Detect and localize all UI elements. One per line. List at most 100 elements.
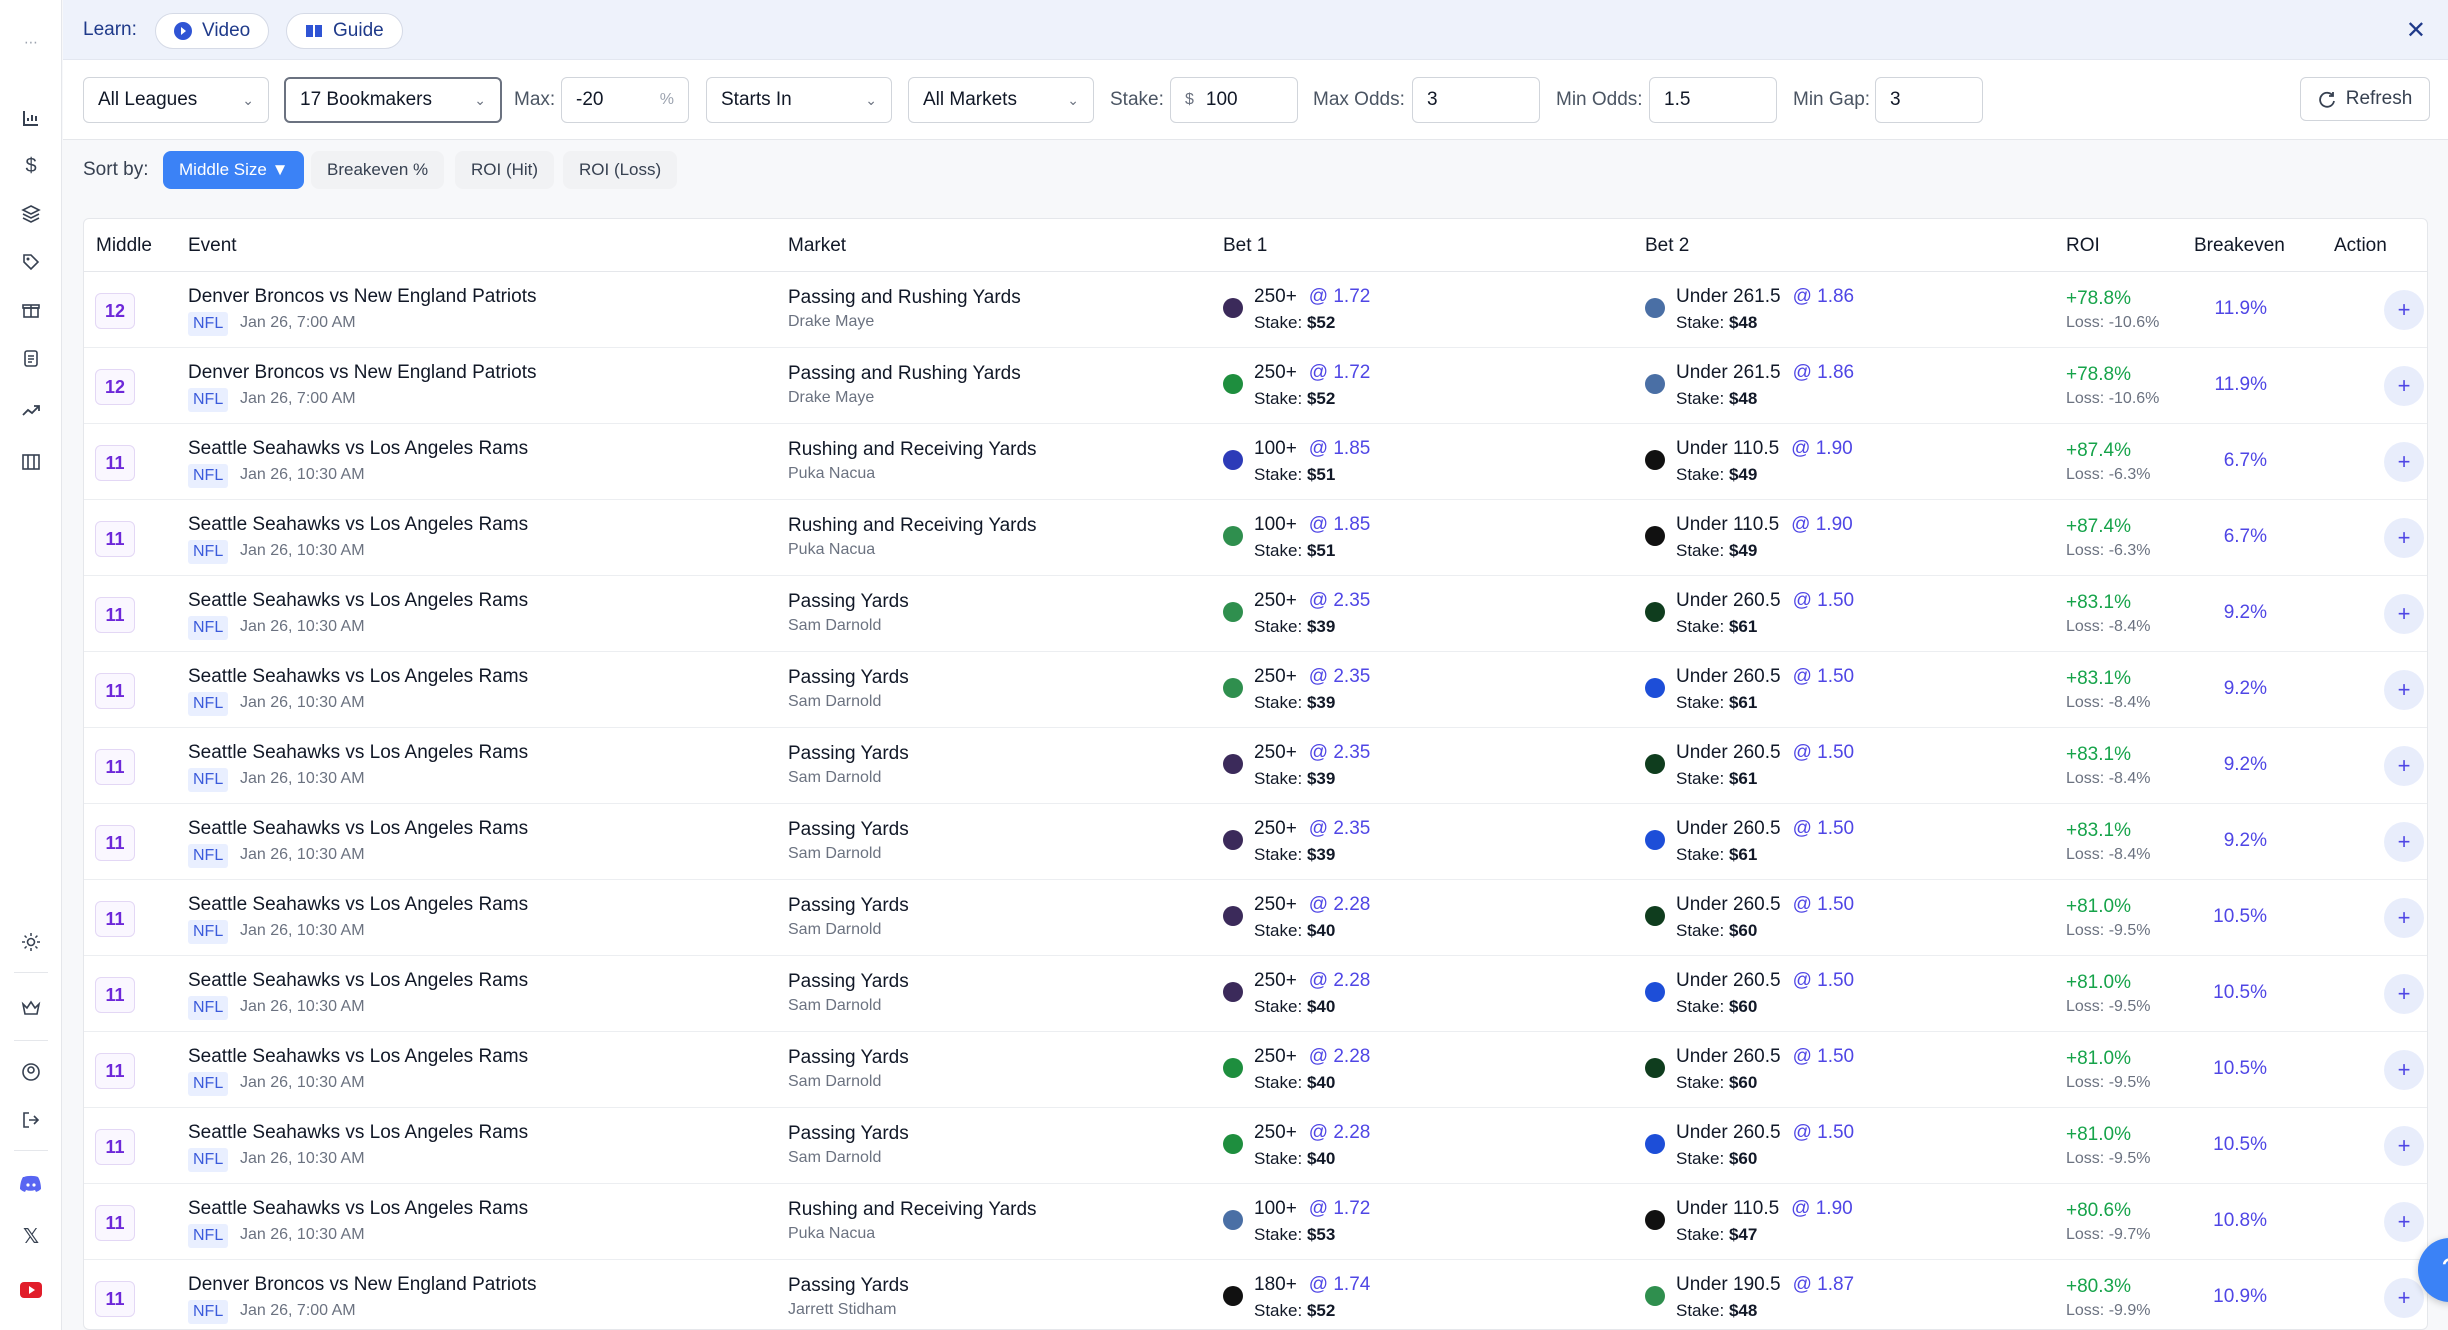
- bet1-odds[interactable]: @ 2.28: [1308, 970, 1371, 991]
- discord-icon[interactable]: [17, 1170, 45, 1198]
- bet2-odds[interactable]: @ 1.50: [1792, 742, 1855, 763]
- add-bet-button[interactable]: +: [2384, 518, 2424, 558]
- chart-bar-icon[interactable]: [17, 104, 45, 132]
- add-bet-button[interactable]: +: [2384, 898, 2424, 938]
- bet1-odds[interactable]: @ 1.85: [1308, 438, 1371, 459]
- stake-input[interactable]: $100: [1170, 77, 1298, 123]
- crown-icon[interactable]: [17, 994, 45, 1022]
- bet1-stake: Stake: $52: [1254, 1301, 1335, 1321]
- event-date: Jan 26, 10:30 AM: [240, 1226, 365, 1243]
- add-bet-button[interactable]: +: [2384, 442, 2424, 482]
- refresh-button[interactable]: Refresh: [2300, 77, 2430, 121]
- bet1-odds[interactable]: @ 1.85: [1308, 514, 1371, 535]
- bet2-odds[interactable]: @ 1.87: [1792, 1274, 1855, 1295]
- max-percent-input[interactable]: -20%: [561, 77, 689, 123]
- bet2-odds[interactable]: @ 1.90: [1791, 438, 1853, 459]
- add-bet-button[interactable]: +: [2384, 974, 2424, 1014]
- roi-value: +80.3%: [2066, 1276, 2131, 1297]
- bookmaker-logo-icon: [1223, 754, 1243, 774]
- bet2-odds[interactable]: @ 1.50: [1792, 818, 1855, 839]
- bookmaker-logo-icon: [1645, 298, 1665, 318]
- sort-middle-size[interactable]: Middle Size ▼: [163, 151, 305, 189]
- bet1-line: 250+ @ 2.35: [1254, 742, 1370, 764]
- bookmaker-logo-icon: [1645, 450, 1665, 470]
- bet2-line-value: Under 260.5: [1676, 666, 1781, 687]
- bet1-odds[interactable]: @ 1.72: [1308, 362, 1371, 383]
- bet1-odds[interactable]: @ 2.28: [1308, 1046, 1371, 1067]
- bet2-odds[interactable]: @ 1.50: [1792, 970, 1855, 991]
- bet2-stake: Stake: $49: [1676, 465, 1757, 485]
- bet1-stake-value: $51: [1306, 541, 1336, 560]
- add-bet-button[interactable]: +: [2384, 1278, 2424, 1318]
- sort-roi-hit[interactable]: ROI (Hit): [455, 151, 555, 189]
- event-date: Jan 26, 10:30 AM: [240, 1074, 365, 1091]
- sort-roi-loss[interactable]: ROI (Loss): [563, 151, 678, 189]
- bet1-odds[interactable]: @ 2.35: [1308, 818, 1371, 839]
- close-icon[interactable]: ✕: [2405, 17, 2426, 44]
- bet2-odds[interactable]: @ 1.50: [1792, 666, 1855, 687]
- columns-icon[interactable]: [17, 448, 45, 476]
- min-gap-input[interactable]: 3: [1875, 77, 1983, 123]
- add-bet-button[interactable]: +: [2384, 1126, 2424, 1166]
- add-bet-button[interactable]: +: [2384, 822, 2424, 862]
- add-bet-button[interactable]: +: [2384, 670, 2424, 710]
- gift-icon[interactable]: [17, 296, 45, 324]
- bet2-odds[interactable]: @ 1.50: [1792, 1122, 1855, 1143]
- breakeven-value: 10.5%: [2213, 982, 2267, 1003]
- bet2-odds[interactable]: @ 1.50: [1792, 1046, 1855, 1067]
- col-bet1: Bet 1: [1223, 235, 1268, 256]
- video-button[interactable]: Video: [155, 13, 270, 49]
- middle-size-badge: 11: [95, 673, 135, 709]
- bet2-line: Under 190.5 @ 1.87: [1676, 1274, 1854, 1296]
- bet2-odds[interactable]: @ 1.86: [1792, 362, 1855, 383]
- dollar-icon[interactable]: $: [25, 154, 37, 177]
- max-odds-input[interactable]: 3: [1412, 77, 1540, 123]
- guide-button[interactable]: Guide: [286, 13, 403, 49]
- bet1-odds[interactable]: @ 1.74: [1308, 1274, 1371, 1295]
- bet1-odds[interactable]: @ 2.35: [1308, 742, 1371, 763]
- bet1-odds[interactable]: @ 2.35: [1308, 590, 1371, 611]
- bet1-odds[interactable]: @ 1.72: [1308, 1198, 1371, 1219]
- min-odds-input[interactable]: 1.5: [1649, 77, 1777, 123]
- logout-icon[interactable]: [17, 1106, 45, 1134]
- bet1-line: 250+ @ 1.72: [1254, 286, 1370, 308]
- add-bet-button[interactable]: +: [2384, 1050, 2424, 1090]
- league-badge: NFL: [188, 1072, 229, 1096]
- bet1-odds[interactable]: @ 1.72: [1308, 286, 1371, 307]
- bet2-stake-value: $49: [1728, 541, 1758, 560]
- tag-icon[interactable]: [17, 248, 45, 276]
- bet1-odds[interactable]: @ 2.28: [1308, 1122, 1371, 1143]
- bookmakers-select-value: 17 Bookmakers: [300, 89, 433, 110]
- bet1-line-value: 180+: [1254, 1274, 1297, 1295]
- bet1-odds[interactable]: @ 2.35: [1308, 666, 1371, 687]
- league-badge: NFL: [188, 312, 229, 336]
- user-icon[interactable]: [17, 1058, 45, 1086]
- add-bet-button[interactable]: +: [2384, 366, 2424, 406]
- youtube-icon[interactable]: [17, 1276, 45, 1304]
- add-bet-button[interactable]: +: [2384, 1202, 2424, 1242]
- bet2-odds[interactable]: @ 1.90: [1791, 514, 1853, 535]
- league-select[interactable]: All Leagues ⌄: [83, 77, 269, 123]
- bookmakers-select[interactable]: 17 Bookmakers ⌄: [284, 77, 502, 123]
- trending-up-icon[interactable]: [17, 396, 45, 424]
- bet1-line: 250+ @ 2.35: [1254, 818, 1370, 840]
- sun-icon[interactable]: [17, 928, 45, 956]
- middle-size-badge: 11: [95, 521, 135, 557]
- bet2-odds[interactable]: @ 1.50: [1792, 894, 1855, 915]
- bet2-odds[interactable]: @ 1.86: [1792, 286, 1855, 307]
- layers-icon[interactable]: [17, 200, 45, 228]
- sort-breakeven[interactable]: Breakeven %: [311, 151, 445, 189]
- x-icon[interactable]: 𝕏: [22, 1225, 40, 1248]
- bet2-odds[interactable]: @ 1.90: [1791, 1198, 1853, 1219]
- clipboard-icon[interactable]: [17, 344, 45, 372]
- add-bet-button[interactable]: +: [2384, 290, 2424, 330]
- bet2-line-value: Under 261.5: [1676, 286, 1781, 307]
- add-bet-button[interactable]: +: [2384, 594, 2424, 634]
- menu-icon[interactable]: ⋯: [24, 33, 38, 50]
- add-bet-button[interactable]: +: [2384, 746, 2424, 786]
- bet1-stake-value: $39: [1306, 617, 1336, 636]
- markets-select[interactable]: All Markets ⌄: [908, 77, 1094, 123]
- bet1-odds[interactable]: @ 2.28: [1308, 894, 1371, 915]
- starts-in-select[interactable]: Starts In ⌄: [706, 77, 892, 123]
- bet2-odds[interactable]: @ 1.50: [1792, 590, 1855, 611]
